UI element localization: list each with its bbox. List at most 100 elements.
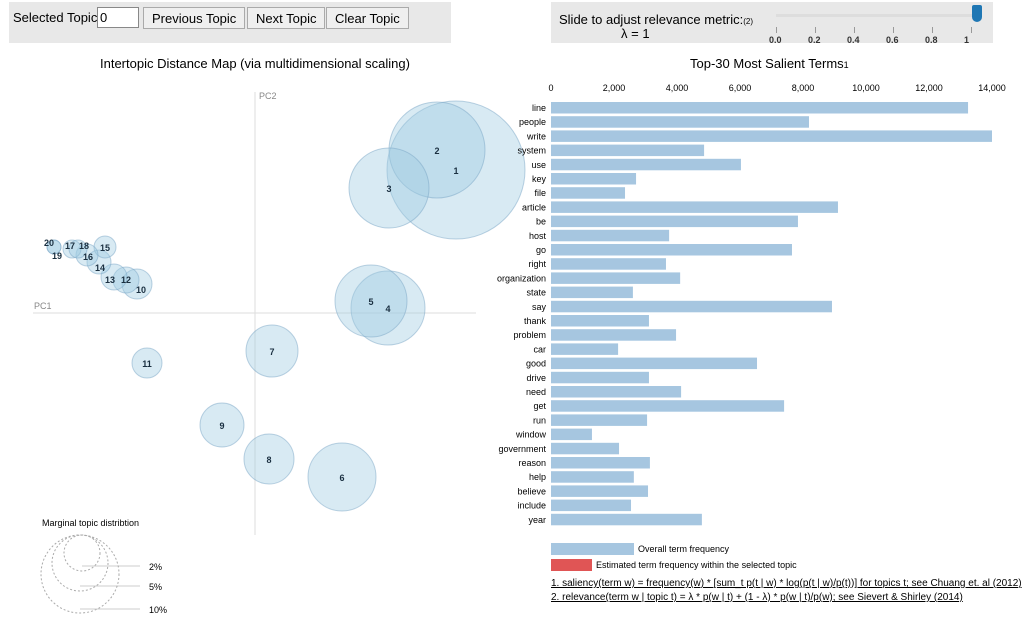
term-bar[interactable]	[551, 343, 619, 355]
topic-circle[interactable]	[334, 264, 408, 338]
topic-circle[interactable]	[62, 239, 82, 259]
term-label[interactable]: go	[536, 245, 546, 255]
footnote-saliency[interactable]: 1. saliency(term w) = frequency(w) * [su…	[551, 578, 1022, 589]
term-bar[interactable]	[551, 229, 670, 242]
topic-label[interactable]: 11	[142, 359, 152, 369]
term-label[interactable]: get	[533, 401, 546, 411]
term-bar[interactable]	[551, 442, 620, 455]
term-label[interactable]: believe	[517, 486, 546, 496]
next-topic-button[interactable]: Next Topic	[247, 7, 326, 29]
term-label[interactable]: window	[515, 430, 547, 440]
relevance-slider-track[interactable]	[776, 14, 976, 17]
footnote-relevance[interactable]: 2. relevance(term w | topic t) = λ * p(w…	[551, 592, 963, 603]
topic-label[interactable]: 15	[100, 243, 110, 253]
topic-label[interactable]: 6	[339, 473, 344, 483]
relevance-slider-thumb[interactable]	[972, 5, 982, 22]
topic-circle[interactable]	[75, 243, 99, 267]
previous-topic-button[interactable]: Previous Topic	[143, 7, 246, 29]
term-bar[interactable]	[551, 371, 649, 384]
topic-circle[interactable]	[388, 101, 486, 199]
term-bar[interactable]	[551, 272, 681, 284]
topic-label[interactable]: 3	[386, 184, 391, 194]
term-label[interactable]: need	[526, 387, 546, 397]
term-bar[interactable]	[551, 513, 702, 526]
term-bar[interactable]	[551, 471, 634, 483]
term-bar[interactable]	[551, 485, 649, 497]
topic-circle[interactable]	[121, 268, 153, 300]
topic-label[interactable]: 7	[269, 347, 274, 357]
term-bar[interactable]	[551, 499, 632, 512]
term-label[interactable]: car	[533, 344, 546, 354]
topic-circle[interactable]	[199, 402, 245, 448]
term-label[interactable]: be	[536, 217, 546, 227]
topic-label[interactable]: 19	[52, 251, 62, 261]
term-label[interactable]: article	[522, 202, 546, 212]
term-bar[interactable]	[551, 187, 626, 199]
term-bar[interactable]	[551, 215, 798, 228]
term-label[interactable]: people	[519, 117, 546, 127]
clear-topic-button[interactable]: Clear Topic	[326, 7, 409, 29]
topic-label[interactable]: 1	[453, 166, 458, 176]
term-label[interactable]: file	[534, 188, 546, 198]
term-bar[interactable]	[551, 173, 637, 185]
term-label[interactable]: host	[529, 231, 547, 241]
selected-topic-input[interactable]	[97, 7, 139, 28]
topic-circle[interactable]	[386, 100, 526, 240]
term-bar[interactable]	[551, 428, 592, 441]
topic-label[interactable]: 10	[136, 285, 146, 295]
term-label[interactable]: key	[532, 174, 547, 184]
topic-label[interactable]: 20	[44, 238, 54, 248]
term-label[interactable]: run	[533, 415, 546, 425]
topic-label[interactable]: 4	[385, 304, 390, 314]
term-label[interactable]: drive	[526, 373, 546, 383]
topic-label[interactable]: 8	[266, 455, 271, 465]
term-bar[interactable]	[551, 457, 650, 469]
term-bar[interactable]	[551, 357, 758, 370]
term-label[interactable]: help	[529, 472, 546, 482]
topic-label[interactable]: 18	[79, 241, 89, 251]
term-bar[interactable]	[551, 400, 785, 412]
topic-label[interactable]: 17	[65, 241, 75, 251]
topic-circle[interactable]	[348, 147, 430, 229]
topic-circle[interactable]	[350, 270, 426, 346]
term-bar[interactable]	[551, 329, 677, 341]
term-label[interactable]: organization	[497, 273, 546, 283]
term-label[interactable]: include	[517, 501, 546, 511]
topic-label[interactable]: 14	[95, 263, 105, 273]
term-label[interactable]: say	[532, 302, 547, 312]
topic-label[interactable]: 12	[121, 275, 131, 285]
term-label[interactable]: line	[532, 103, 546, 113]
term-label[interactable]: system	[517, 146, 546, 156]
term-label[interactable]: year	[528, 515, 546, 525]
term-bar[interactable]	[551, 414, 648, 426]
term-label[interactable]: thank	[524, 316, 547, 326]
topic-label[interactable]: 9	[219, 421, 224, 431]
term-label[interactable]: problem	[513, 330, 546, 340]
topic-circle[interactable]	[131, 347, 163, 379]
topic-circle[interactable]	[245, 324, 299, 378]
term-bar[interactable]	[551, 244, 792, 256]
term-bar[interactable]	[551, 144, 705, 157]
term-bar[interactable]	[551, 286, 633, 299]
term-label[interactable]: reason	[518, 458, 546, 468]
topic-circle[interactable]	[46, 239, 62, 255]
topic-circle[interactable]	[243, 433, 295, 485]
topic-circle[interactable]	[68, 239, 88, 259]
topic-label[interactable]: 2	[434, 146, 439, 156]
term-bar[interactable]	[551, 258, 666, 270]
topic-circle[interactable]	[86, 249, 112, 275]
term-label[interactable]: use	[531, 160, 546, 170]
term-bar[interactable]	[551, 116, 809, 128]
topic-circle[interactable]	[307, 442, 377, 512]
term-bar[interactable]	[551, 300, 832, 313]
term-bar[interactable]	[551, 315, 649, 327]
term-bar[interactable]	[551, 201, 838, 213]
term-label[interactable]: right	[528, 259, 546, 269]
term-label[interactable]: government	[498, 444, 546, 454]
topic-circle[interactable]	[112, 266, 140, 294]
term-bar[interactable]	[551, 158, 741, 171]
topic-label[interactable]: 16	[83, 252, 93, 262]
term-label[interactable]: write	[526, 131, 546, 141]
term-bar[interactable]	[551, 102, 969, 114]
term-bar[interactable]	[551, 386, 682, 398]
